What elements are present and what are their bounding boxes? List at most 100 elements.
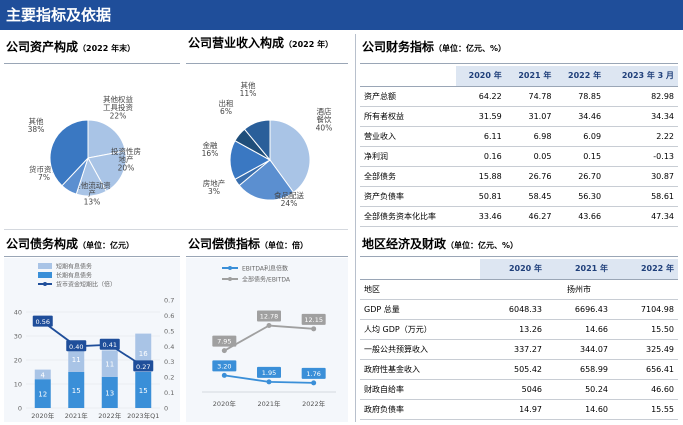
table-row: 营业收入 6.11 6.98 6.09 2.22 bbox=[360, 126, 678, 147]
bar-short-term bbox=[68, 345, 85, 372]
bar-label: 15 bbox=[139, 387, 148, 395]
pie-label: 食品配送 24% bbox=[274, 190, 304, 208]
cell: 26.70 bbox=[555, 166, 606, 187]
cell: 30.87 bbox=[605, 166, 678, 187]
line-point bbox=[311, 380, 317, 386]
revenue-pie-chart: 酒店餐饮 40% 食品配送 24% 房地产 3% 金融 16% 出租 6% 其他 11% bbox=[202, 80, 333, 208]
cell: 78.85 bbox=[555, 86, 606, 107]
table-row: 资产负债率 50.81 58.45 56.30 58.61 bbox=[360, 186, 678, 207]
debt-bar-chart: 0 10 20 30 40 0 0.1 0.2 0.3 0.4 0.5 0.6 0.7 12 4 2020年 1… bbox=[4, 258, 180, 422]
finance-header-2021: 2021 年 bbox=[505, 66, 556, 87]
cell: 344.07 bbox=[546, 339, 612, 360]
pie-label: 房地产 3% bbox=[203, 178, 226, 196]
x-tick-label: 2023年Q1 bbox=[127, 411, 159, 420]
line-data-label: 3.20 bbox=[217, 362, 231, 370]
cell: 0.15 bbox=[555, 146, 606, 167]
data-label-box bbox=[257, 310, 281, 322]
legend-marker bbox=[228, 266, 232, 270]
bar-long-term bbox=[68, 372, 85, 408]
y-tick-label: 0 bbox=[18, 405, 22, 413]
region-panel-title: 地区经济及财政（单位：亿元、%） bbox=[362, 237, 518, 253]
bar-label: 15 bbox=[72, 387, 81, 395]
line-point bbox=[311, 326, 317, 332]
region-table-header: 2020 年 2021 年 2022 年 bbox=[360, 259, 678, 280]
row-label: 资产负债率 bbox=[360, 186, 456, 207]
row-label: 资产总额 bbox=[360, 86, 456, 107]
data-label-box bbox=[257, 366, 281, 378]
y2-tick-label: 0.2 bbox=[164, 374, 174, 382]
table-row: 所有者权益 31.59 31.07 34.46 34.34 bbox=[360, 106, 678, 127]
x-tick-label: 2022年 bbox=[98, 411, 122, 420]
table-row: 一般公共预算收入 337.27 344.07 325.49 bbox=[360, 339, 678, 360]
cell: 505.42 bbox=[480, 359, 546, 380]
bar-short-term bbox=[34, 369, 51, 380]
line-series bbox=[42, 320, 144, 368]
cell: 6.11 bbox=[456, 126, 506, 147]
line-data-label: 12.15 bbox=[304, 316, 323, 324]
y-tick-label: 10 bbox=[14, 381, 22, 389]
asset-panel-title: 公司资产构成（2022 年末） bbox=[6, 40, 135, 56]
row-label: 全部债务资本化比率 bbox=[360, 206, 456, 227]
finance-table: 2020 年 2021 年 2022 年 2023 年 3 月 资产总额 64.2… bbox=[360, 66, 678, 227]
line-point bbox=[266, 379, 272, 385]
cell: 14.97 bbox=[480, 399, 546, 420]
solvency-subtitle: （单位：倍） bbox=[260, 241, 309, 250]
solvency-panel-title: 公司偿债指标（单位：倍） bbox=[188, 237, 308, 253]
debt-panel-title: 公司债务构成（单位：亿元） bbox=[6, 237, 134, 253]
table-row: 净利润 0.16 0.05 0.15 -0.13 bbox=[360, 146, 678, 167]
region-header-2022: 2022 年 bbox=[612, 259, 678, 280]
cell: 337.27 bbox=[480, 339, 546, 360]
cell: 0.16 bbox=[456, 146, 506, 167]
cell: 64.22 bbox=[456, 86, 506, 107]
cell: 46.27 bbox=[505, 206, 556, 227]
pie-label: 其他流动资产 13% bbox=[73, 180, 111, 207]
legend-label: 短期有息债务 bbox=[56, 263, 92, 271]
data-label-box bbox=[66, 340, 87, 352]
finance-subtitle: （单位：亿元、%） bbox=[434, 44, 507, 53]
x-tick-label: 2021年 bbox=[257, 399, 281, 408]
solvency-title-rule bbox=[186, 256, 348, 257]
cell: 6.98 bbox=[505, 126, 556, 147]
line-data-label: 0.40 bbox=[69, 343, 83, 351]
cell: 31.59 bbox=[456, 106, 506, 127]
data-label-box bbox=[301, 367, 326, 379]
pie-label: 其他 11% bbox=[240, 80, 257, 98]
cell: 31.07 bbox=[505, 106, 556, 127]
bar-label: 12 bbox=[38, 391, 47, 399]
finance-header-blank bbox=[360, 66, 456, 87]
table-row: 地区 扬州市 bbox=[360, 279, 678, 300]
line-data-label: 1.95 bbox=[262, 369, 276, 377]
cell: 14.66 bbox=[546, 319, 612, 340]
data-label-box bbox=[301, 313, 326, 325]
legend-swatch bbox=[38, 272, 52, 278]
y2-tick-label: 0.3 bbox=[164, 358, 174, 366]
y2-tick-label: 0.4 bbox=[164, 343, 174, 351]
table-row: 全部债务 15.88 26.76 26.70 30.87 bbox=[360, 166, 678, 187]
bar-short-term bbox=[101, 350, 118, 377]
cell: 43.66 bbox=[555, 206, 606, 227]
bar-long-term bbox=[101, 376, 118, 408]
pie-label: 投资性房地产 20% bbox=[111, 146, 141, 173]
cell: 656.41 bbox=[612, 359, 678, 380]
y2-tick-label: 0.5 bbox=[164, 327, 174, 335]
panel-divider bbox=[355, 34, 356, 422]
pie-slice bbox=[243, 119, 271, 162]
row-label: 政府负债率 bbox=[360, 399, 480, 420]
row-label: GDP 总量 bbox=[360, 299, 480, 320]
legend-label: 全部债务/EBITDA bbox=[242, 276, 291, 284]
y-tick-label: 20 bbox=[14, 357, 22, 365]
line-data-label: 0.56 bbox=[36, 318, 50, 326]
finance-header-2022: 2022 年 bbox=[555, 66, 606, 87]
legend-marker bbox=[228, 277, 232, 281]
line-point bbox=[221, 372, 227, 378]
table-row: 人均 GDP（万元） 13.26 14.66 15.50 bbox=[360, 319, 678, 340]
bar-label: 11 bbox=[72, 356, 81, 364]
region-header-blank bbox=[360, 259, 480, 280]
cell: 47.34 bbox=[605, 206, 678, 227]
revenue-panel-title: 公司营业收入构成（2022 年） bbox=[188, 36, 348, 52]
region-table: 2020 年 2021 年 2022 年 地区 扬州市 GDP 总量 6048.3… bbox=[360, 259, 678, 420]
revenue-title-text: 公司营业收入构成 bbox=[188, 36, 285, 50]
solvency-line-chart: 2020年 2021年 2022年 3.20 1.95 1.76 7.95 12.78 12.1… bbox=[186, 258, 348, 422]
debt-title-rule bbox=[4, 256, 180, 257]
cell: 46.60 bbox=[612, 379, 678, 400]
